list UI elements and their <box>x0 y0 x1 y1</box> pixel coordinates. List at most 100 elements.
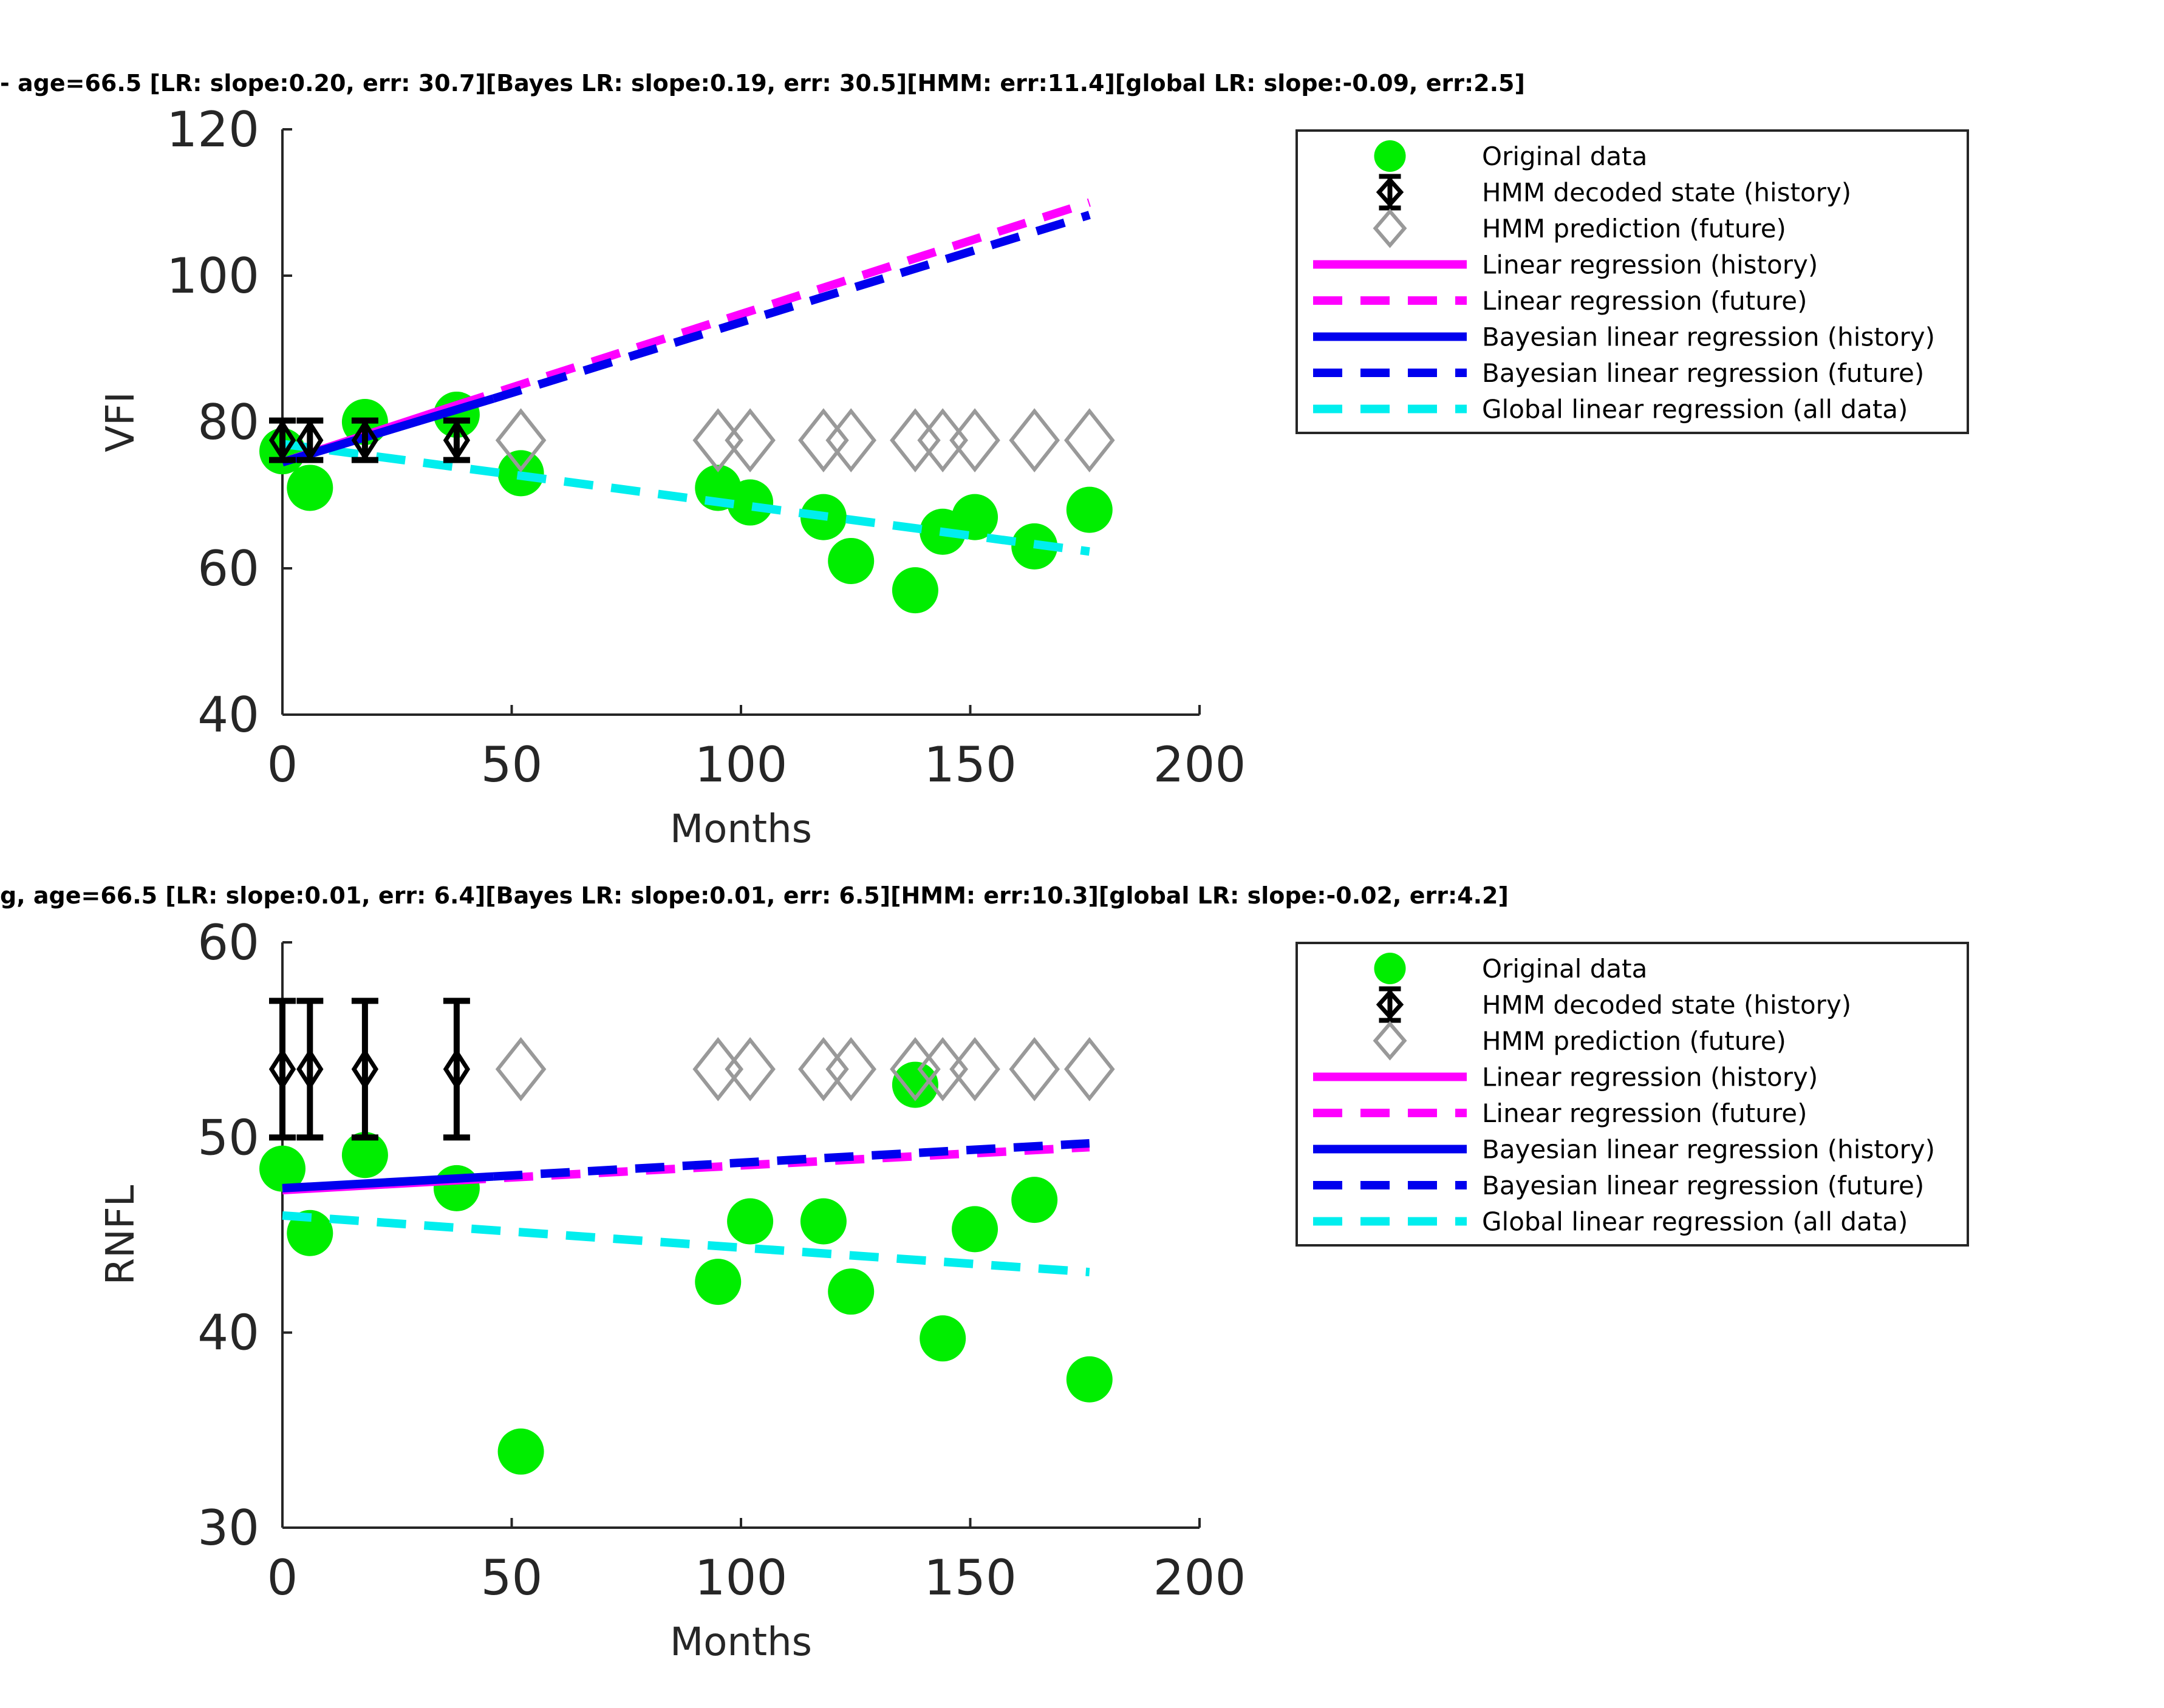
legend-label: HMM prediction (future) <box>1482 214 1786 243</box>
legend-item: Bayesian linear regression (future) <box>1313 358 1924 388</box>
hmm-prediction-marker <box>1009 1037 1060 1101</box>
x-tick-label: 150 <box>924 737 1017 793</box>
legend-symbol-original <box>1374 953 1406 984</box>
original-data-point <box>287 464 333 511</box>
y-tick-label: 80 <box>197 394 259 451</box>
hmm-decoded-state-errorbar <box>351 998 378 1141</box>
original-data-point <box>1066 1356 1113 1403</box>
original-data-point <box>287 1210 333 1256</box>
legend-item: Linear regression (history) <box>1313 1063 1818 1092</box>
original-data-point <box>892 1061 938 1108</box>
hmm-prediction-marker <box>1063 1037 1115 1101</box>
global-linear-regression-line <box>282 1211 1090 1277</box>
hmm-prediction-marker <box>1009 408 1060 472</box>
plot-title: g, age=66.5 [LR: slope:0.01, err: 6.4][B… <box>0 882 1509 909</box>
legend-item: Linear regression (history) <box>1313 250 1818 280</box>
y-tick-label: 40 <box>197 1305 259 1361</box>
legend-label: HMM decoded state (history) <box>1482 178 1851 208</box>
legend-item: Original data <box>1374 140 1647 172</box>
legend-symbol-diamond <box>1373 1021 1407 1061</box>
subplot-1: - age=66.5 [LR: slope:0.20, err: 30.7][B… <box>0 70 1969 852</box>
original-data-point <box>259 1145 305 1192</box>
x-tick-label: 50 <box>481 1550 543 1606</box>
legend-item: Linear regression (future) <box>1313 1098 1807 1128</box>
y-tick-label: 120 <box>166 101 259 158</box>
hmm-prediction-marker <box>917 408 969 472</box>
hmm-decoded-state-errorbar <box>269 998 296 1141</box>
hmm-prediction-marker <box>798 408 849 472</box>
hmm-decoded-state-marker <box>296 419 324 461</box>
hmm-prediction-marker <box>825 408 877 472</box>
y-axis-label: VFI <box>98 392 143 452</box>
hmm-decoded-state-errorbar <box>443 998 470 1141</box>
legend-box <box>1295 129 1969 434</box>
original-data-point <box>727 479 774 526</box>
legend-item: Linear regression (future) <box>1313 286 1807 316</box>
x-tick-label: 0 <box>267 1550 298 1606</box>
hmm-prediction-marker <box>890 408 941 472</box>
legend-label: HMM decoded state (history) <box>1482 990 1851 1020</box>
legend-item: Original data <box>1374 953 1647 984</box>
legend-label: HMM prediction (future) <box>1482 1026 1786 1056</box>
legend-item: Bayesian linear regression (history) <box>1313 322 1935 352</box>
hmm-prediction-marker <box>949 1037 1000 1101</box>
hmm-prediction-marker <box>692 1037 744 1101</box>
y-tick-label: 60 <box>197 540 259 597</box>
legend-box <box>1295 942 1969 1247</box>
y-axis-label: RNFL <box>98 1185 143 1285</box>
hmm-decoded-state-marker <box>351 419 379 461</box>
legend-item: HMM prediction (future) <box>1373 1021 1786 1061</box>
original-data-point <box>497 1428 544 1475</box>
hmm-decoded-state-marker <box>268 1048 296 1090</box>
legend-item: HMM decoded state (history) <box>1376 174 1851 211</box>
original-data-point <box>952 1206 998 1253</box>
legend-label: Global linear regression (all data) <box>1482 1207 1908 1237</box>
hmm-decoded-state-marker <box>443 419 471 461</box>
x-tick-label: 0 <box>267 737 298 793</box>
x-tick-label: 100 <box>695 737 788 793</box>
x-tick-label: 150 <box>924 1550 1017 1606</box>
hmm-prediction-marker <box>725 408 776 472</box>
legend-item: Global linear regression (all data) <box>1313 395 1908 424</box>
y-tick-label: 100 <box>166 248 259 304</box>
x-tick-label: 200 <box>1153 737 1246 793</box>
legend-symbol-diamond <box>1376 989 1404 1020</box>
bayesian-regression-future-line <box>492 211 1091 403</box>
bayesian-regression-future-line <box>493 1138 1090 1181</box>
legend-label: Bayesian linear regression (future) <box>1482 1171 1924 1200</box>
legend-label: Linear regression (future) <box>1482 286 1807 316</box>
hmm-decoded-state-errorbar <box>296 998 324 1141</box>
legend-item: Bayesian linear regression (future) <box>1313 1171 1924 1200</box>
y-tick-label: 40 <box>197 687 259 743</box>
legend: Original data HMM decoded state (history)… <box>1295 129 1969 434</box>
legend-label: Bayesian linear regression (future) <box>1482 358 1924 388</box>
original-data-point <box>341 1132 388 1179</box>
legend-symbol-original <box>1374 140 1406 172</box>
hmm-decoded-state-marker <box>443 1048 471 1090</box>
hmm-prediction-marker <box>949 408 1000 472</box>
legend-label: Bayesian linear regression (history) <box>1482 1135 1935 1165</box>
legend-item: Global linear regression (all data) <box>1313 1207 1908 1237</box>
hmm-prediction-marker <box>495 1037 547 1101</box>
legend-label: Global linear regression (all data) <box>1482 395 1908 424</box>
original-data-point <box>828 1268 875 1315</box>
original-data-point <box>433 1165 480 1211</box>
y-tick-label: 30 <box>197 1500 259 1556</box>
original-data-point <box>695 1259 742 1305</box>
original-data-point <box>1011 1177 1058 1223</box>
bayesian-regression-history-line <box>281 394 495 466</box>
hmm-decoded-state-marker <box>351 1048 379 1090</box>
hmm-decoded-state-marker <box>268 419 296 461</box>
y-tick-label: 60 <box>197 914 259 971</box>
subplot-2: g, age=66.5 [LR: slope:0.01, err: 6.4][B… <box>0 882 1969 1665</box>
legend-item: Bayesian linear regression (history) <box>1313 1135 1935 1165</box>
original-data-point <box>920 1315 966 1362</box>
legend-label: Original data <box>1482 954 1647 984</box>
original-data-point <box>1066 486 1113 533</box>
legend-label: Bayesian linear regression (history) <box>1482 322 1935 352</box>
legend-label: Linear regression (future) <box>1482 1098 1807 1128</box>
bayesian-regression-history-line <box>282 1172 494 1193</box>
hmm-prediction-marker <box>1063 408 1115 472</box>
linear-regression-future-line <box>455 198 1091 409</box>
x-axis-label: Months <box>670 807 812 852</box>
